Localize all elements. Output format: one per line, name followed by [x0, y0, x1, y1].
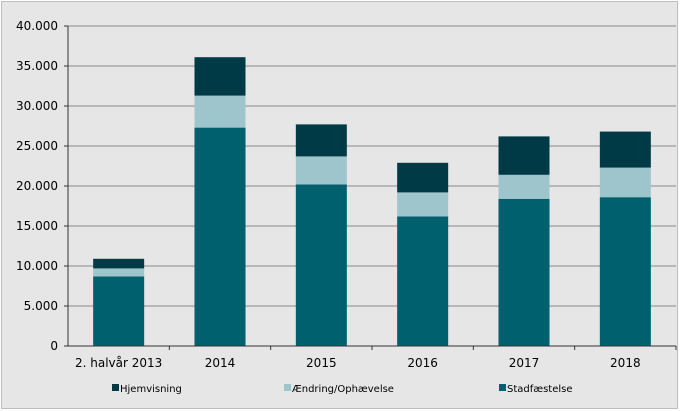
y-tick-label: 40.000: [16, 19, 58, 33]
bar-segment: [498, 198, 550, 346]
bar-segment: [498, 136, 550, 175]
legend-swatch: [499, 384, 506, 391]
gridlines: [68, 25, 676, 307]
x-tick-label: 2018: [610, 356, 641, 370]
bar-segment: [194, 95, 246, 128]
y-tick-label: 35.000: [16, 59, 58, 73]
bar-segment: [498, 174, 550, 199]
y-tick-labels: 0 5.000 10.000 15.000 20.000 25.000 30.000 35.0…: [16, 19, 58, 353]
legend-label: Hjemvisning: [120, 384, 182, 395]
bar-segment: [93, 276, 145, 346]
bar-segment: [93, 268, 145, 277]
y-tick-label: 0: [50, 339, 58, 353]
bar-segment: [93, 258, 145, 269]
bar-segment: [194, 57, 246, 96]
bar-segment: [599, 131, 651, 168]
legend-swatch: [284, 384, 291, 391]
x-tick-label: 2014: [205, 356, 236, 370]
y-tick-label: 30.000: [16, 99, 58, 113]
bars: [93, 57, 651, 346]
legend: Hjemvisning Ændring/Ophævelse Stadfæstelse: [112, 384, 573, 395]
x-tick-labels: 2. halvår 2013 2014 2015 2016 2017 2018: [75, 356, 641, 370]
bar-segment: [295, 156, 347, 185]
x-tick-label: 2015: [306, 356, 337, 370]
x-tick-label: 2016: [407, 356, 438, 370]
y-tick-label: 5.000: [24, 299, 58, 313]
legend-label: Stadfæstelse: [507, 384, 573, 395]
bar-segment: [295, 184, 347, 346]
legend-swatch: [112, 384, 119, 391]
axes: [64, 25, 677, 350]
y-tick-label: 10.000: [16, 259, 58, 273]
y-tick-label: 15.000: [16, 219, 58, 233]
x-tick-label: 2. halvår 2013: [75, 356, 162, 370]
legend-label: Ændring/Ophævelse: [292, 384, 394, 395]
x-tick-label: 2017: [509, 356, 540, 370]
bar-segment: [295, 124, 347, 157]
y-tick-label: 20.000: [16, 179, 58, 193]
bar-segment: [194, 127, 246, 346]
bar-segment: [397, 162, 449, 193]
y-tick-label: 25.000: [16, 139, 58, 153]
bar-segment: [599, 167, 651, 198]
bar-segment: [397, 216, 449, 346]
bar-segment: [599, 197, 651, 346]
bar-segment: [397, 192, 449, 217]
